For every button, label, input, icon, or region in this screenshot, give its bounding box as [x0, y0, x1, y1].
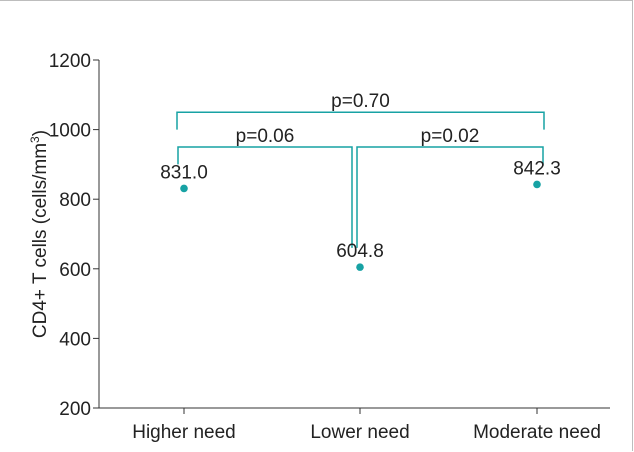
data-point [180, 184, 188, 193]
y-tick-label: 800 [59, 190, 91, 211]
y-tick-label: 1200 [49, 51, 91, 72]
y-tick-label: 400 [59, 329, 91, 350]
comparison-bracket [356, 146, 544, 248]
y-axis-label: CD4+ T cells (cells/mm3) [28, 130, 51, 338]
y-ticks: 200 400 600 800 1000 1200 [49, 51, 99, 420]
data-point [356, 263, 364, 271]
y-tick-label: 600 [59, 260, 91, 281]
y-tick-label: 1000 [49, 121, 91, 142]
comparison-bracket [176, 111, 545, 130]
y-axis-label-main: CD4+ T cells (cells/mm [30, 143, 51, 338]
comparison-bracket [177, 146, 353, 248]
comparison-brackets: p=0.70 p=0.06 p=0.02 [176, 91, 545, 248]
x-tick-label: Lower need [310, 422, 409, 443]
data-label: 831.0 [160, 162, 208, 183]
p-value-label: p=0.02 [421, 126, 480, 147]
data-point [533, 180, 541, 189]
y-tick-label: 200 [59, 399, 91, 420]
data-label: 604.8 [336, 241, 384, 262]
data-label: 842.3 [513, 158, 561, 179]
p-value-label: p=0.70 [331, 91, 390, 112]
y-axis-label-sup: 3 [28, 136, 42, 143]
p-value-label: p=0.06 [236, 126, 295, 147]
y-axis-label-end: ) [30, 130, 51, 136]
x-tick-label: Higher need [132, 422, 236, 443]
data-points: 831.0 604.8 842.3 [160, 158, 561, 271]
x-ticks: Higher need Lower need Moderate need [132, 408, 601, 443]
x-tick-label: Moderate need [473, 422, 601, 443]
